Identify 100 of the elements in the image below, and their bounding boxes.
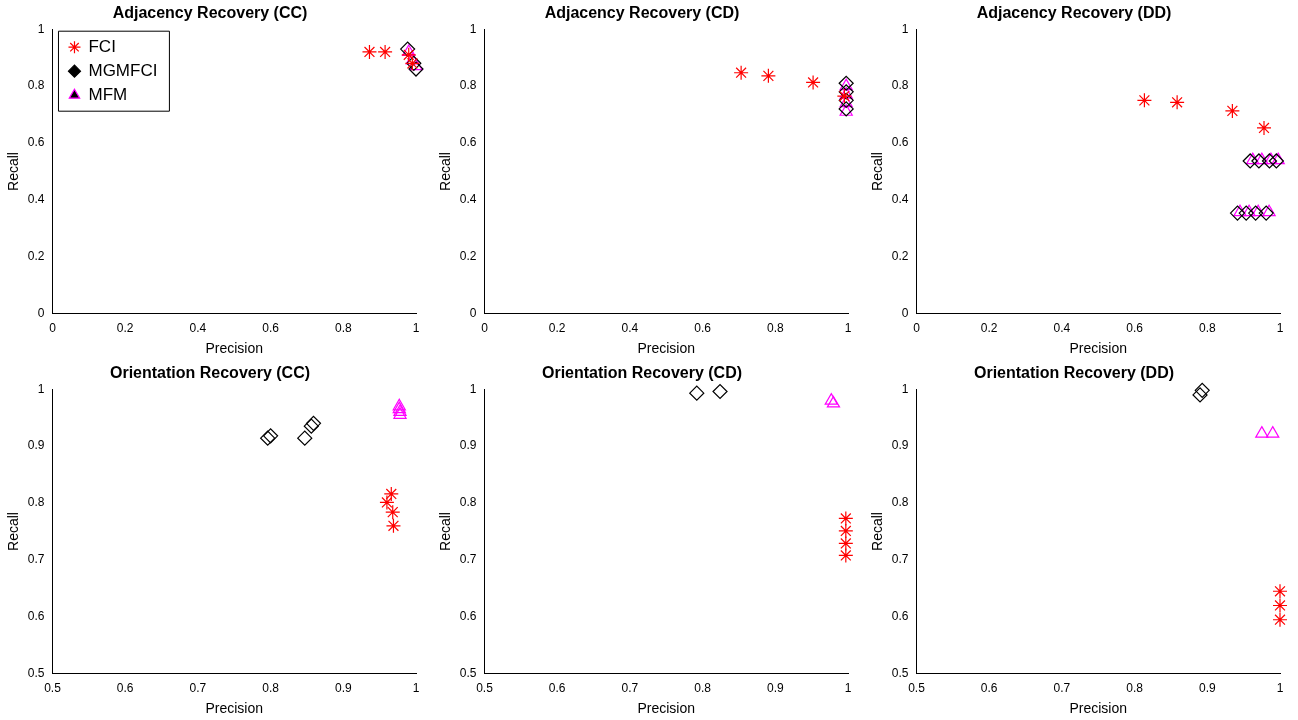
point	[1272, 612, 1288, 628]
x-tick-label: 1	[412, 681, 420, 696]
x-tick-label: 0	[49, 321, 57, 336]
point	[1233, 204, 1247, 217]
point	[1255, 426, 1269, 438]
y-tick-label: 0.8	[459, 495, 477, 510]
point	[1261, 153, 1278, 169]
y-tick-label: 1	[37, 381, 45, 396]
y-tick-label: 0	[37, 306, 45, 321]
y-tick-label: 0.5	[459, 666, 477, 681]
x-tick-label: 0.8	[694, 681, 712, 696]
y-tick-label: 0.8	[27, 78, 45, 93]
y-tick-label: 0.5	[891, 666, 909, 681]
chart-title: Orientation Recovery (CD)	[541, 364, 743, 382]
y-tick-label: 0.4	[459, 192, 477, 207]
x-tick-label: 1	[844, 321, 852, 336]
y-tick-label: 0.2	[27, 249, 45, 264]
point	[1266, 426, 1280, 438]
point	[1136, 92, 1153, 108]
y-tick-label: 0.6	[891, 609, 909, 624]
x-tick-label: 0.2	[116, 321, 134, 336]
chart-title: Adjacency Recovery (CC)	[112, 4, 308, 22]
point	[1255, 152, 1269, 165]
point	[1242, 204, 1256, 217]
x-tick-label: 0.6	[116, 681, 134, 696]
x-tick-label: 0.6	[1126, 321, 1144, 336]
chart-title: Adjacency Recovery (CD)	[544, 4, 740, 22]
x-tick-label: 1	[1276, 321, 1284, 336]
x-tick-label: 1	[412, 321, 420, 336]
point	[838, 547, 854, 564]
x-axis-title: Precision	[205, 340, 264, 357]
x-axis-title: Precision	[205, 700, 264, 717]
x-axis-title: Precision	[1069, 340, 1128, 357]
x-tick-label: 0.8	[334, 321, 352, 336]
point	[838, 535, 854, 552]
y-tick-label: 0.9	[459, 438, 477, 453]
y-tick-label: 0.7	[459, 552, 477, 567]
x-tick-label: 0.7	[189, 681, 207, 696]
point	[1248, 205, 1264, 221]
y-tick-label: 0.4	[27, 192, 45, 207]
y-tick-label: 0.7	[891, 552, 909, 567]
x-tick-label: 0.6	[694, 321, 712, 336]
x-tick-label: 0.2	[980, 321, 998, 336]
x-tick-label: 1	[1276, 681, 1284, 696]
y-tick-label: 0.5	[27, 666, 45, 681]
chart-title: Orientation Recovery (DD)	[973, 364, 1175, 382]
y-tick-label: 0.6	[891, 135, 909, 150]
point	[379, 494, 395, 511]
chart-title: Orientation Recovery (CC)	[109, 364, 311, 382]
y-tick-label: 0.8	[891, 495, 909, 510]
x-axis-title: Precision	[637, 700, 696, 717]
legend-label: MGMFCI	[88, 60, 158, 80]
x-axis-title: Precision	[1069, 700, 1128, 717]
point	[1262, 204, 1276, 217]
x-tick-label: 0	[481, 321, 489, 336]
y-tick-label: 0	[901, 306, 909, 321]
point	[1251, 204, 1265, 217]
point	[712, 383, 728, 400]
y-tick-label: 0.8	[27, 495, 45, 510]
legend-label: FCI	[88, 36, 116, 56]
x-tick-label: 0.8	[1198, 321, 1216, 336]
legend-label: MFM	[88, 84, 128, 104]
y-axis-title: Recall	[5, 512, 22, 551]
y-tick-label: 0.2	[891, 249, 909, 264]
point	[1194, 382, 1210, 398]
y-axis-title: Recall	[869, 512, 886, 551]
y-tick-label: 1	[469, 21, 477, 36]
x-tick-label: 0.9	[334, 681, 352, 696]
point	[383, 486, 399, 502]
x-tick-label: 0.4	[621, 321, 639, 336]
chart-title: Adjacency Recovery (DD)	[976, 4, 1172, 22]
point	[1258, 205, 1274, 221]
y-tick-label: 0.9	[27, 438, 45, 453]
x-tick-label: 0.6	[548, 681, 566, 696]
y-tick-label: 0.6	[459, 135, 477, 150]
point	[1264, 152, 1278, 165]
x-tick-label: 0.2	[548, 321, 566, 336]
y-tick-label: 1	[37, 21, 45, 36]
y-tick-label: 1	[901, 381, 909, 396]
x-tick-label: 0	[913, 321, 921, 336]
point	[1192, 387, 1208, 403]
point	[1272, 597, 1288, 614]
y-tick-label: 0.6	[27, 135, 45, 150]
point	[689, 385, 705, 401]
x-tick-label: 0.7	[1053, 681, 1071, 696]
y-tick-label: 0	[469, 306, 477, 321]
point	[1242, 153, 1258, 169]
point	[838, 523, 854, 539]
y-tick-label: 0.4	[891, 192, 909, 207]
x-tick-label: 0.4	[189, 321, 207, 336]
x-tick-label: 0.8	[766, 321, 784, 336]
point	[1251, 153, 1267, 169]
x-tick-label: 0.9	[766, 681, 784, 696]
y-tick-label: 0.7	[27, 552, 45, 567]
x-tick-label: 0.9	[1198, 681, 1216, 696]
y-tick-label: 0.9	[891, 438, 909, 453]
x-tick-label: 0.8	[1126, 681, 1144, 696]
y-tick-label: 0.2	[459, 249, 477, 264]
point	[1271, 152, 1285, 165]
point	[838, 510, 854, 527]
